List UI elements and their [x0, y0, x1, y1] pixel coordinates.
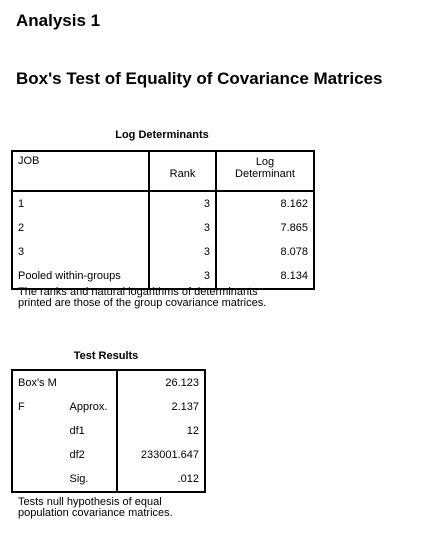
row-label: 2 [18, 222, 25, 234]
log-determinants-table: JOB Rank Log Determinant 1 3 8.162 2 3 7.… [11, 150, 315, 290]
log-label: Log [255, 156, 275, 168]
table-row: 2 3 7.865 [12, 216, 314, 240]
stat-value: 2.137 [116, 395, 205, 419]
table-row: Sig. .012 [12, 467, 205, 492]
footnote-line: population covariance matrices. [18, 507, 173, 519]
row-label: 1 [18, 198, 25, 210]
test-results-title: Test Results [73, 350, 139, 362]
table-row: 3 3 8.078 [12, 240, 314, 264]
stat-value: 12 [116, 419, 205, 443]
stat-value: 233001.647 [116, 443, 205, 467]
table-row: 1 3 8.162 [12, 191, 314, 216]
col-header-rank: Rank [148, 151, 216, 192]
log-det-value: 7.865 [215, 216, 314, 240]
log-det-value: 8.134 [215, 264, 314, 289]
col-header-job: JOB [12, 151, 149, 192]
footnote-line: The ranks and natural logarithms of dete… [18, 286, 258, 298]
boxs-m-value: 26.123 [116, 370, 205, 395]
boxs-m-label: Box's M [18, 377, 57, 389]
test-results-table: Box's M 26.123 F Approx. 2.137 df1 12 df… [11, 369, 206, 493]
row-label: 3 [18, 246, 25, 258]
analysis-title: Analysis 1 [16, 11, 101, 30]
rank-value: 3 [148, 264, 216, 289]
stat-label: df1 [69, 425, 85, 437]
log-det-value: 8.162 [215, 191, 314, 216]
log-determinants-title: Log Determinants [115, 129, 209, 141]
footnote-line: Tests null hypothesis of equal [18, 496, 162, 508]
stat-label: Approx. [69, 401, 108, 413]
footnote-line: printed are those of the group covarianc… [18, 297, 267, 309]
table-row: Box's M 26.123 [12, 370, 205, 395]
rank-value: 3 [148, 191, 216, 216]
rank-value: 3 [148, 240, 216, 264]
test-results-footnote: Tests null hypothesis of equal populatio… [18, 497, 173, 519]
col-header-log-determinant: Log Determinant [215, 151, 314, 192]
f-label: F [18, 401, 25, 413]
table-header-row: JOB Rank Log Determinant [12, 151, 314, 192]
stat-label: Sig. [69, 473, 89, 485]
table-row: F Approx. 2.137 [12, 395, 205, 419]
table-row: df1 12 [12, 419, 205, 443]
rank-label: Rank [169, 168, 196, 180]
log-det-value: 8.078 [215, 240, 314, 264]
stat-label: df2 [69, 449, 85, 461]
table-row: Pooled within-groups 3 8.134 [12, 264, 314, 289]
table-row: df2 233001.647 [12, 443, 205, 467]
rank-value: 3 [148, 216, 216, 240]
section-title: Box's Test of Equality of Covariance Mat… [16, 69, 383, 88]
determinant-label: Determinant [235, 168, 295, 180]
log-determinants-footnote: The ranks and natural logarithms of dete… [18, 287, 266, 309]
row-label: Pooled within-groups [18, 270, 121, 282]
stat-value: .012 [116, 467, 205, 492]
